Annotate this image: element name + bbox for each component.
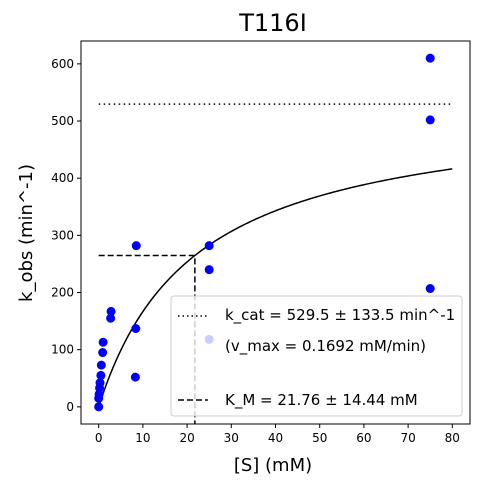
data-point (98, 348, 108, 358)
plot-frame (80, 40, 471, 425)
x-tick-label: 40 (268, 431, 283, 445)
y-tick-label: 600 (51, 57, 74, 71)
legend-vmax-label: (v_max = 0.1692 mM/min) (225, 337, 426, 356)
legend-kcat-label: k_cat = 529.5 ± 133.5 min^-1 (225, 306, 455, 325)
data-point (96, 360, 106, 370)
data-point (131, 324, 141, 334)
data-point (130, 372, 140, 382)
y-tick-label: 300 (51, 228, 74, 242)
x-tick-label: 10 (135, 431, 150, 445)
x-tick-label: 60 (356, 431, 371, 445)
legend-km-label: K_M = 21.76 ± 14.44 mM (225, 391, 418, 410)
legend: k_cat = 529.5 ± 133.5 min^-1 (v_max = 0.… (170, 295, 463, 417)
x-tick-label: 80 (445, 431, 460, 445)
y-tick-label: 200 (51, 286, 74, 300)
y-tick-label: 0 (66, 400, 74, 414)
x-tick-label: 0 (95, 431, 103, 445)
x-axis-label: [S] (mM) (234, 455, 312, 476)
fit-curve (97, 168, 453, 408)
data-point (425, 53, 435, 63)
x-tick-label: 30 (224, 431, 239, 445)
data-point (204, 241, 214, 251)
data-point (204, 265, 214, 275)
data-point (96, 370, 106, 380)
data-point (425, 115, 435, 125)
y-axis-label: k_obs (min^-1) (16, 164, 37, 302)
y-tick-label: 100 (51, 343, 74, 357)
x-tick-label: 70 (400, 431, 415, 445)
y-tick-label: 500 (51, 114, 74, 128)
data-point (131, 241, 141, 251)
data-point (106, 306, 116, 316)
legend-box (170, 295, 463, 417)
y-tick-label: 400 (51, 171, 74, 185)
data-point (106, 313, 116, 323)
axis-ticks: 0 10 20 30 40 50 60 70 80 0 100 200 300 400 500 600 (51, 57, 460, 445)
chart-title: T116I (238, 9, 307, 37)
plot-area (94, 53, 453, 424)
data-point (94, 402, 104, 412)
data-point (425, 284, 435, 294)
x-tick-label: 20 (179, 431, 194, 445)
x-tick-label: 50 (312, 431, 327, 445)
data-point (95, 378, 105, 388)
data-point (98, 337, 108, 347)
